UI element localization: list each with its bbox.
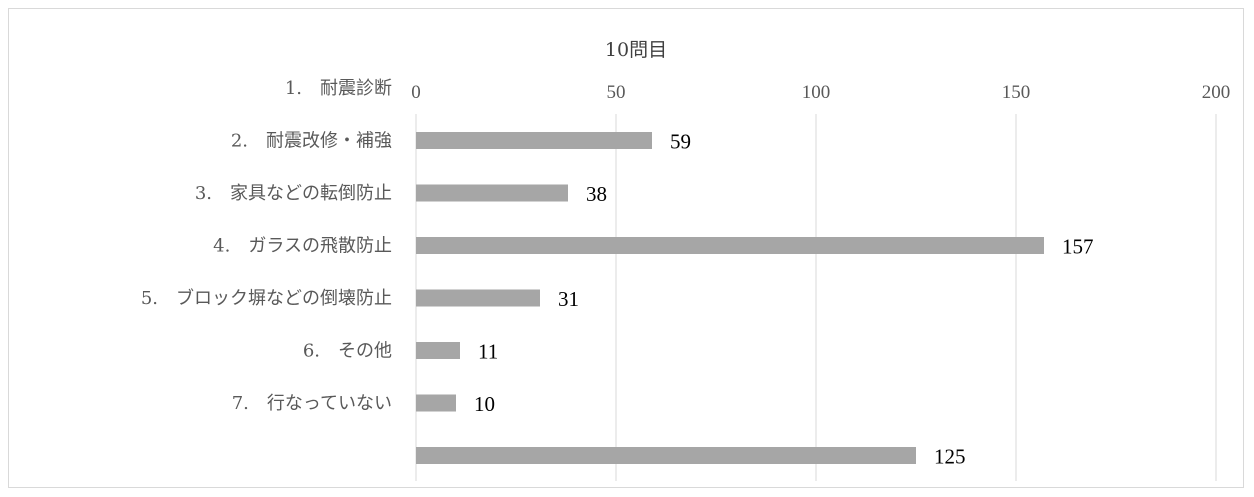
bar-7: [416, 394, 456, 412]
bar-5: [416, 289, 540, 307]
x-tick-label-100: 100: [802, 82, 831, 103]
bar-4: [416, 237, 1044, 254]
bar-3: [416, 184, 568, 202]
data-labels: 59 38 157 31 11 10 125: [474, 130, 1094, 469]
gridlines: [415, 114, 1217, 481]
category-axis-labels: 1. 耐震診断 2. 耐震改修・補強 3. 家具などの転倒防止 4. ガラスの飛散防止…: [141, 78, 392, 414]
bar-8: [416, 447, 916, 464]
chart-title: 10問目: [605, 39, 667, 61]
category-label-7: 7. 行なっていない: [232, 393, 392, 414]
bars: [416, 132, 1044, 464]
category-label-3: 3. 家具などの転倒防止: [195, 183, 392, 204]
x-axis-tick-labels: 0 50 100 150 200: [411, 82, 1230, 103]
data-label-8: 125: [934, 445, 966, 469]
data-label-2: 59: [670, 130, 691, 154]
chart-frame: 10問目 0 50 100 150 200 1. 耐震診断 2. 耐震改修・補強 3. 家具…: [8, 8, 1244, 488]
category-label-2: 2. 耐震改修・補強: [231, 131, 392, 152]
x-tick-label-50: 50: [607, 82, 626, 103]
category-label-4: 4. ガラスの飛散防止: [213, 236, 392, 257]
x-tick-label-150: 150: [1002, 82, 1031, 103]
bar-chart: 10問目 0 50 100 150 200 1. 耐震診断 2. 耐震改修・補強 3. 家具…: [141, 39, 1230, 481]
data-label-7: 10: [474, 392, 495, 416]
category-label-6: 6. その他: [303, 341, 392, 362]
category-label-5: 5. ブロック塀などの倒壊防止: [141, 287, 392, 309]
bar-6: [416, 342, 460, 359]
data-label-4: 157: [1062, 235, 1094, 259]
data-label-3: 38: [586, 182, 607, 206]
x-tick-label-200: 200: [1202, 82, 1231, 103]
bar-2: [416, 132, 652, 149]
category-label-1: 1. 耐震診断: [285, 78, 392, 99]
data-label-5: 31: [558, 287, 579, 311]
x-tick-label-0: 0: [411, 82, 421, 103]
data-label-6: 11: [478, 340, 498, 364]
